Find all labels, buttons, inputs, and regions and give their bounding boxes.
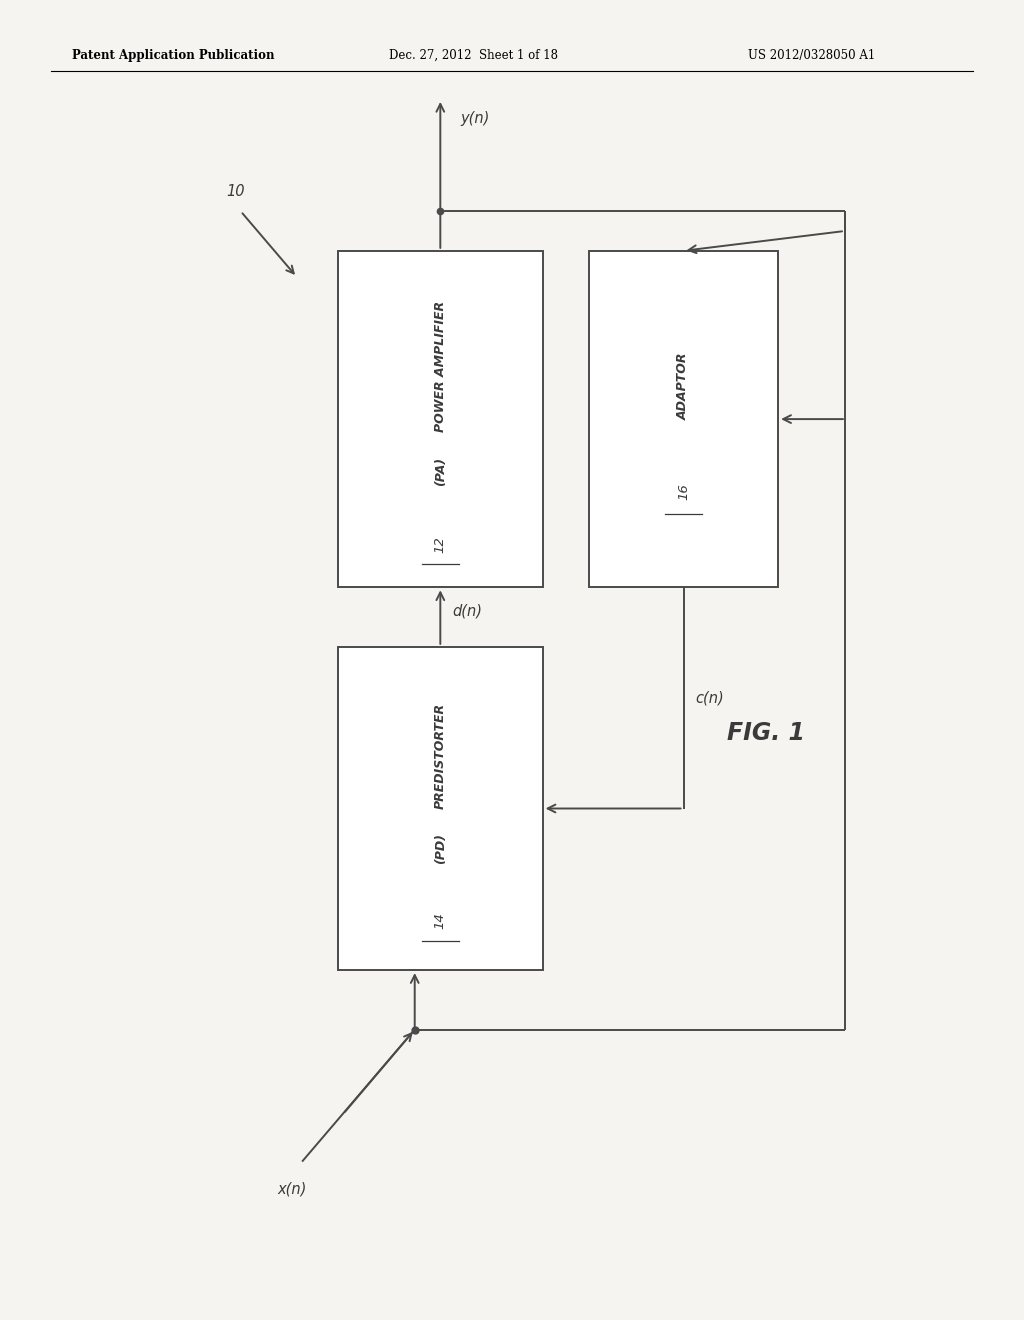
Text: c(n): c(n) [696, 690, 725, 705]
Text: 12: 12 [434, 536, 446, 553]
Text: Dec. 27, 2012  Sheet 1 of 18: Dec. 27, 2012 Sheet 1 of 18 [389, 49, 558, 62]
Text: US 2012/0328050 A1: US 2012/0328050 A1 [748, 49, 874, 62]
Text: FIG. 1: FIG. 1 [727, 721, 805, 744]
Text: (PD): (PD) [434, 833, 446, 863]
Bar [338, 647, 543, 970]
Text: d(n): d(n) [453, 603, 482, 618]
Text: 16: 16 [677, 483, 690, 500]
Bar [338, 251, 543, 587]
Text: PREDISTORTER: PREDISTORTER [434, 702, 446, 809]
Text: (PA): (PA) [434, 457, 446, 487]
Text: 14: 14 [434, 912, 446, 929]
Text: Patent Application Publication: Patent Application Publication [72, 49, 274, 62]
Bar [589, 251, 778, 587]
Text: 10: 10 [226, 183, 245, 199]
Text: y(n): y(n) [461, 111, 490, 127]
Text: x(n): x(n) [278, 1181, 306, 1196]
Text: POWER AMPLIFIER: POWER AMPLIFIER [434, 301, 446, 432]
Text: ADAPTOR: ADAPTOR [677, 352, 690, 420]
